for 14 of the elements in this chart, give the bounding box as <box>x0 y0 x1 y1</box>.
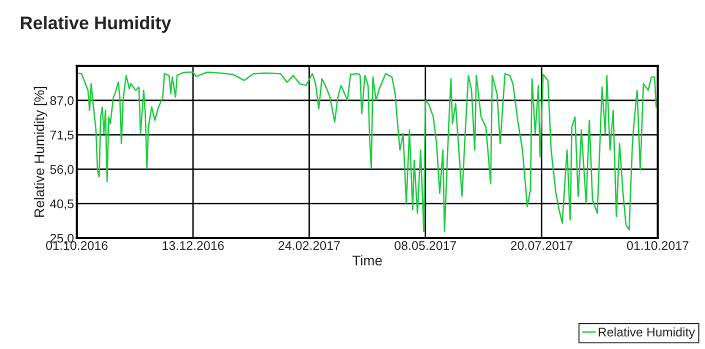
x-axis-title: Time <box>352 255 382 266</box>
chart-title: Relative Humidity <box>20 16 172 33</box>
y-tick-label: 87,0 <box>50 96 74 106</box>
y-tick-label: 40,5 <box>50 199 74 210</box>
y-tick-label: 71,5 <box>50 130 74 141</box>
x-tick-label: 01.10.2017 <box>626 241 688 250</box>
x-tick-label: 13.12.2016 <box>162 241 224 250</box>
y-axis-title: Relative Humidity [%] <box>34 86 47 217</box>
x-tick-label: 20.07.2017 <box>510 241 572 250</box>
x-tick-label: 08.05.2017 <box>394 241 456 250</box>
legend-label: Relative Humidity <box>598 327 695 339</box>
y-tick-label: 56,0 <box>50 164 74 176</box>
x-tick-label: 24.02.2017 <box>278 241 340 250</box>
line-series <box>76 71 657 232</box>
